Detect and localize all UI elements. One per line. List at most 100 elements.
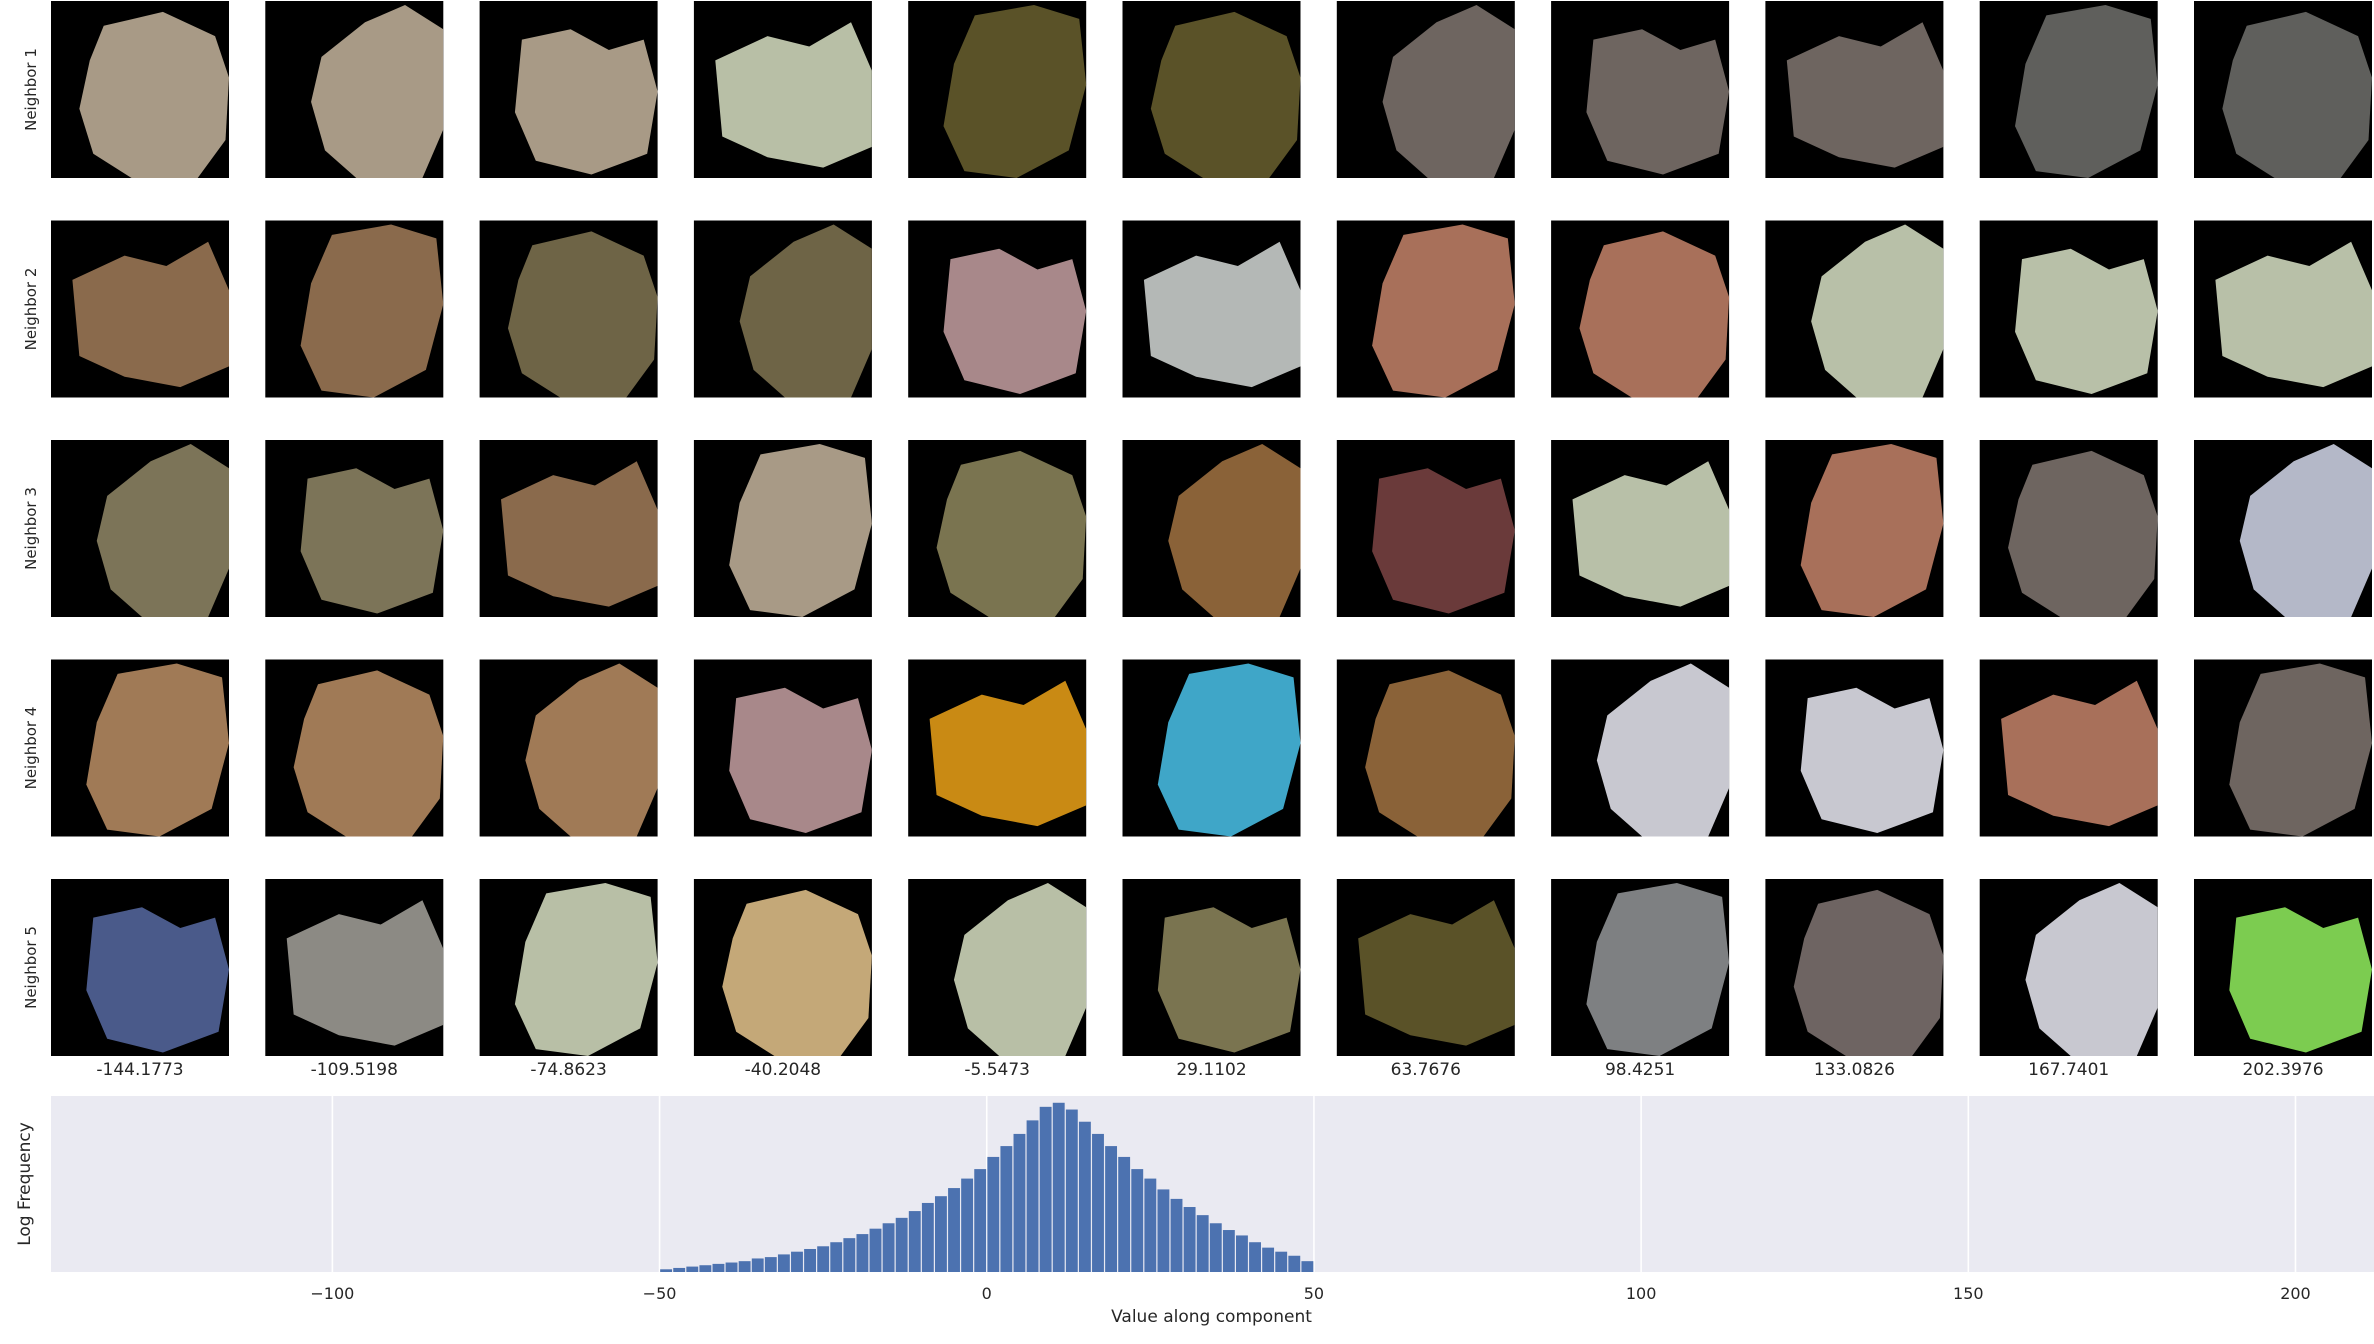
patch-cell-r2-c10 xyxy=(1979,220,2158,398)
patch-cell-r1-c1 xyxy=(51,1,229,178)
image-patch xyxy=(729,444,872,617)
image-patch xyxy=(2008,450,2158,617)
x-tick-labels: −100 −50 0 50 100 150 200 xyxy=(310,1284,2310,1303)
image-patch xyxy=(300,224,444,398)
histogram-bar xyxy=(882,1223,895,1272)
column-value-10: 167.7401 xyxy=(2028,1060,2109,1080)
histogram-bar xyxy=(1196,1215,1209,1272)
patch-cell-r1-c10 xyxy=(1979,1,2158,178)
histogram-bar xyxy=(712,1263,725,1272)
histogram-bar xyxy=(660,1269,673,1272)
patch-cell-r4-c1 xyxy=(51,659,229,837)
image-patch xyxy=(1372,468,1515,614)
image-patch xyxy=(729,687,872,834)
image-patch xyxy=(2229,907,2372,1053)
patch-cell-r3-c6 xyxy=(1122,440,1301,617)
row-label-neighbor-5: Neighbor 5 xyxy=(22,926,40,1009)
image-patch xyxy=(86,907,229,1053)
patch-cell-r5-c1 xyxy=(51,879,229,1056)
histogram-bar xyxy=(869,1228,882,1272)
histogram-bar xyxy=(1026,1120,1039,1272)
patch-cell-r5-c3 xyxy=(479,879,658,1056)
image-patch xyxy=(936,450,1087,617)
patch-cell-r1-c5 xyxy=(908,1,1087,178)
image-patch xyxy=(1586,29,1730,175)
patch-cell-r3-c5 xyxy=(908,440,1087,617)
image-patch xyxy=(1800,687,1944,834)
patch-cell-r4-c7 xyxy=(1336,659,1515,837)
patch-cell-r3-c1 xyxy=(51,440,229,617)
histogram-bar xyxy=(974,1169,987,1272)
image-patch xyxy=(2222,11,2372,178)
patch-cell-r2-c4 xyxy=(693,220,872,398)
image-patch xyxy=(1157,663,1301,837)
column-value-7: 63.7676 xyxy=(1391,1060,1461,1080)
patch-cell-r3-c2 xyxy=(265,440,444,617)
patch-cell-r4-c3 xyxy=(479,659,658,837)
x-tick-label-5: 100 xyxy=(1626,1284,1657,1303)
patch-cell-r5-c9 xyxy=(1765,879,1944,1056)
column-value-labels: -144.1773 -109.5198 -74.8623 -40.2048 -5.547… xyxy=(96,1060,2323,1080)
x-tick-label-1: −100 xyxy=(310,1284,354,1303)
image-patch xyxy=(1579,231,1730,398)
histogram-bar xyxy=(791,1251,803,1272)
histogram-bar xyxy=(764,1257,777,1272)
patch-cell-r2-c6 xyxy=(1122,220,1301,398)
patch-grid xyxy=(51,1,2372,1056)
patch-cell-r1-c2 xyxy=(265,1,444,178)
histogram-bar xyxy=(804,1248,817,1272)
row-label-neighbor-4: Neighbor 4 xyxy=(22,707,40,790)
patch-cell-r2-c7 xyxy=(1336,220,1515,398)
histogram-bar xyxy=(1078,1121,1091,1272)
histogram-bar xyxy=(1288,1255,1301,1272)
patch-cell-r5-c10 xyxy=(1979,879,2158,1056)
x-tick-label-2: −50 xyxy=(643,1284,677,1303)
image-patch xyxy=(2015,5,2158,178)
histogram-bar xyxy=(1262,1247,1275,1272)
histogram-chart: −100 −50 0 50 100 150 200 Value along componen… xyxy=(15,1096,2374,1327)
patch-cell-r4-c5 xyxy=(908,659,1087,837)
image-patch xyxy=(1793,889,1944,1056)
patch-cell-r3-c10 xyxy=(1979,440,2158,617)
x-tick-label-7: 200 xyxy=(2280,1284,2311,1303)
image-patch xyxy=(514,29,658,175)
histogram-bar xyxy=(1092,1133,1104,1272)
patch-cell-r5-c4 xyxy=(693,879,872,1056)
histogram-bar xyxy=(1013,1133,1026,1272)
patch-cell-r4-c9 xyxy=(1765,659,1944,837)
patch-cell-r1-c6 xyxy=(1122,1,1301,178)
image-patch xyxy=(1372,224,1515,398)
patch-cell-r4-c4 xyxy=(693,659,872,837)
histogram-bar xyxy=(1249,1242,1261,1272)
column-value-1: -144.1773 xyxy=(96,1060,183,1080)
histogram-bar xyxy=(961,1178,974,1272)
patch-cell-r5-c11 xyxy=(2194,879,2372,1056)
image-patch xyxy=(1150,11,1301,178)
patch-cell-r5-c6 xyxy=(1122,879,1301,1056)
patch-cell-r1-c4 xyxy=(693,1,872,178)
patch-cell-r1-c9 xyxy=(1765,1,1944,178)
patch-cell-r1-c8 xyxy=(1551,1,1730,178)
histogram-bar xyxy=(921,1202,934,1272)
column-value-2: -109.5198 xyxy=(311,1060,398,1080)
histogram-bar xyxy=(1065,1109,1078,1272)
patch-cell-r3-c3 xyxy=(479,440,658,617)
row-label-neighbor-2: Neighbor 2 xyxy=(22,268,40,351)
column-value-11: 202.3976 xyxy=(2242,1060,2323,1080)
image-patch xyxy=(1365,670,1515,837)
histogram-bar xyxy=(856,1234,869,1272)
histogram-bar xyxy=(699,1265,712,1272)
x-tick-label-4: 50 xyxy=(1304,1284,1324,1303)
image-patch xyxy=(1800,444,1944,617)
x-axis-label: Value along component xyxy=(1111,1307,1312,1327)
histogram-bar xyxy=(1222,1230,1235,1272)
histogram-bar xyxy=(1105,1146,1118,1272)
histogram-bar xyxy=(1118,1156,1131,1272)
histogram-bar xyxy=(934,1196,947,1272)
patch-cell-r3-c4 xyxy=(693,440,872,617)
image-patch xyxy=(1586,883,1730,1056)
image-patch xyxy=(943,5,1087,178)
patch-cell-r2-c9 xyxy=(1765,220,1944,398)
column-value-3: -74.8623 xyxy=(530,1060,606,1080)
